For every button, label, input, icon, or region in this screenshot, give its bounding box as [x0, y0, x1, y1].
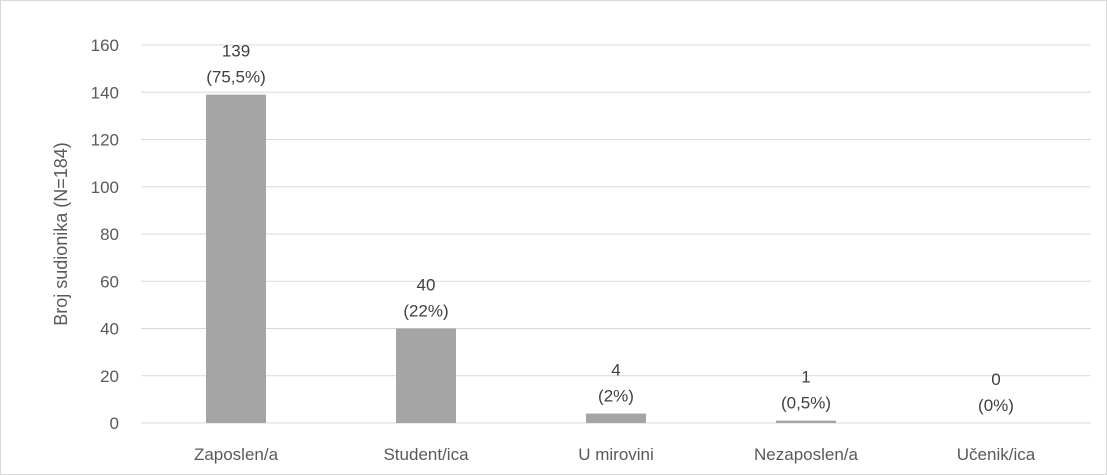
y-tick-label: 160 — [91, 36, 119, 55]
x-tick-label: U mirovini — [578, 445, 654, 464]
x-tick-label: Nezaposlen/a — [754, 445, 859, 464]
y-axis-ticks: 0 20 40 60 80 100 120 140 160 — [91, 36, 119, 433]
data-label-count: 1 — [801, 368, 810, 387]
y-tick-label: 40 — [100, 320, 119, 339]
data-labels: 139 (75,5%) 40 (22%) 4 (2%) 1 (0,5%) 0 (0%) — [206, 42, 1014, 415]
bar — [586, 413, 646, 423]
data-label-percent: (75,5%) — [206, 68, 266, 87]
y-tick-label: 60 — [100, 272, 119, 291]
x-tick-label: Student/ica — [383, 445, 469, 464]
gridlines — [141, 44, 1091, 424]
x-axis-ticks: Zaposlen/a Student/ica U mirovini Nezaposle… — [194, 445, 1036, 464]
data-label-count: 40 — [417, 276, 436, 295]
x-tick-label: Zaposlen/a — [194, 445, 279, 464]
data-label-percent: (0%) — [978, 396, 1014, 415]
bar — [776, 420, 836, 423]
data-label-percent: (22%) — [403, 302, 448, 321]
bar — [206, 94, 266, 424]
y-tick-label: 120 — [91, 131, 119, 150]
bars — [206, 94, 836, 424]
y-axis-title: Broj sudionika (N=184) — [51, 142, 71, 326]
data-label-count: 0 — [991, 370, 1000, 389]
y-tick-label: 140 — [91, 83, 119, 102]
data-label-count: 4 — [611, 361, 620, 380]
data-label-count: 139 — [222, 42, 250, 61]
y-tick-label: 20 — [100, 367, 119, 386]
y-tick-label: 80 — [100, 225, 119, 244]
data-label-percent: (0,5%) — [781, 394, 831, 413]
y-tick-label: 0 — [110, 414, 119, 433]
y-tick-label: 100 — [91, 178, 119, 197]
bar — [396, 328, 456, 423]
x-tick-label: Učenik/ica — [957, 445, 1036, 464]
data-label-percent: (2%) — [598, 387, 634, 406]
